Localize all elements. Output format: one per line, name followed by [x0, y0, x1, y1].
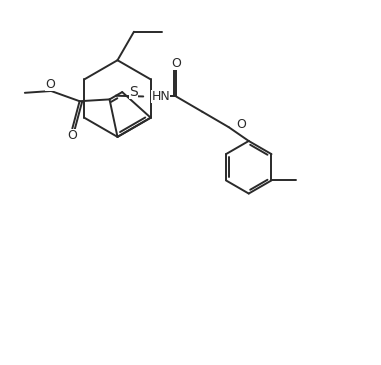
Text: S: S	[129, 85, 138, 99]
Text: HN: HN	[151, 90, 170, 103]
Text: O: O	[171, 57, 181, 70]
Text: O: O	[67, 128, 77, 142]
Text: O: O	[237, 118, 247, 131]
Text: O: O	[45, 78, 55, 91]
